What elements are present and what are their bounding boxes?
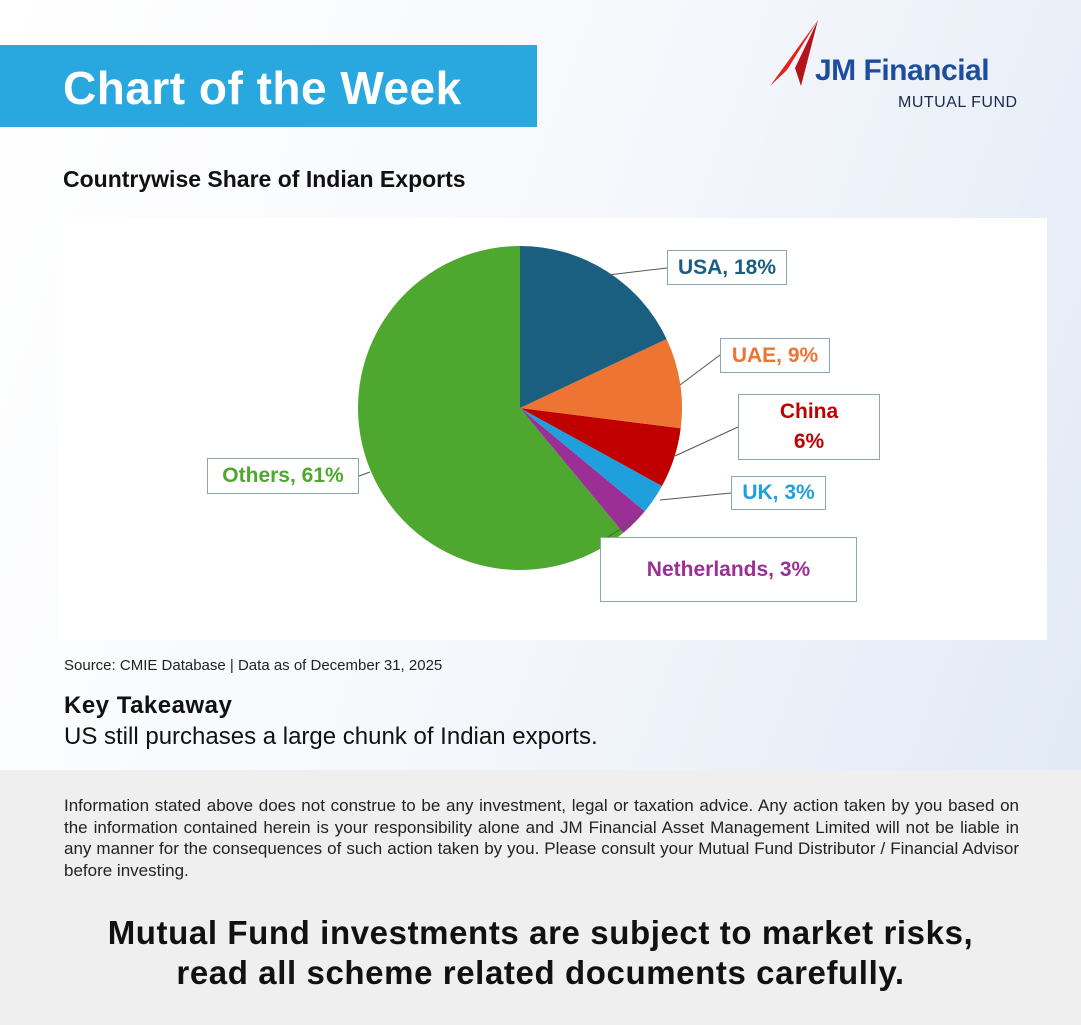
data-label: UK, 3% xyxy=(731,476,826,510)
footer-panel xyxy=(0,770,1081,1025)
pie-slice xyxy=(520,339,682,429)
pie-slice xyxy=(520,408,662,512)
pie-slice xyxy=(358,246,624,570)
logo-mark xyxy=(770,20,818,86)
takeaway-text: US still purchases a large chunk of Indi… xyxy=(64,723,598,750)
chart xyxy=(358,246,739,570)
pie-slice xyxy=(520,408,681,487)
chart-title: Countrywise Share of Indian Exports xyxy=(63,166,466,192)
pie-slice xyxy=(520,246,667,408)
source-note: Source: CMIE Database | Data as of Decem… xyxy=(64,657,443,674)
risk-warning: Mutual Fund investments are subject to m… xyxy=(107,914,974,951)
logo-tagline: MUTUAL FUND xyxy=(898,94,1018,111)
data-label: Others, 61% xyxy=(207,458,359,494)
risk-warning: read all scheme related documents carefu… xyxy=(176,954,905,991)
header-banner: Chart of the Week xyxy=(0,45,537,127)
chart-panel: USA, 18% UAE, 9% China 6% UK, 3% Netherl… xyxy=(58,218,1047,640)
header-title: Chart of the Week xyxy=(63,62,462,114)
data-label: UAE, 9% xyxy=(720,338,830,373)
takeaway-heading: Key Takeaway xyxy=(64,692,233,719)
leader-lines xyxy=(358,267,739,541)
data-label: USA, 18% xyxy=(667,250,787,285)
logo-name: JM Financial xyxy=(815,54,990,87)
data-label: China 6% xyxy=(738,394,880,460)
disclaimer: Information stated above does not constr… xyxy=(64,796,1019,880)
data-label: Netherlands, 3% xyxy=(600,537,857,602)
pie-slice xyxy=(520,408,645,533)
